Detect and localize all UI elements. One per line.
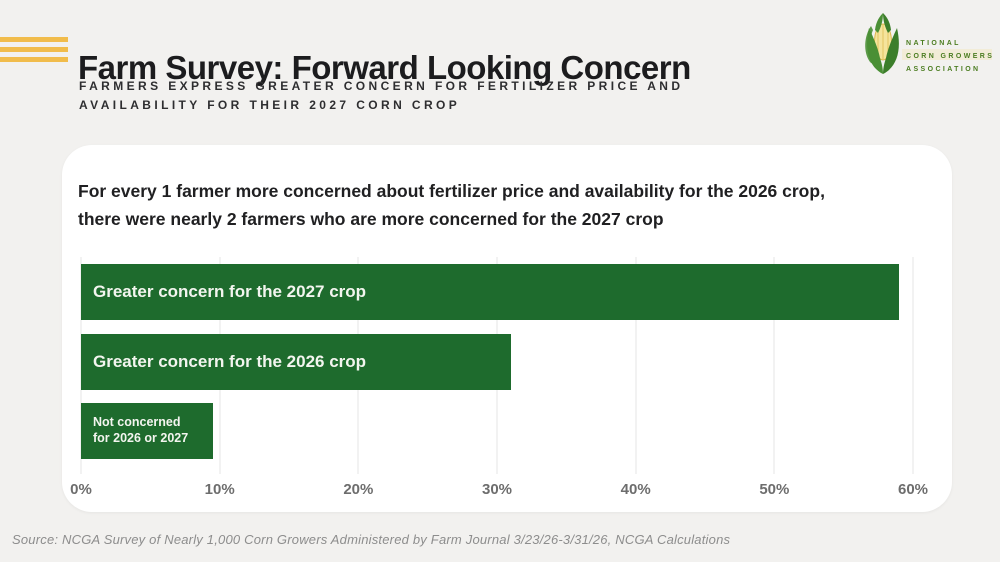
bar-label: Greater concern for the 2027 crop <box>93 282 367 302</box>
gridline <box>912 257 914 474</box>
logo-text-line1: NATIONAL <box>906 40 961 47</box>
gridline <box>773 257 775 474</box>
logo-text-line3: ASSOCIATION <box>906 66 981 73</box>
logo-band <box>902 49 992 60</box>
chart-card: For every 1 farmer more concerned about … <box>62 145 952 512</box>
page-title: Farm Survey: Forward Looking Concern <box>78 49 691 87</box>
x-tick-label: 40% <box>620 481 651 498</box>
gold-stripe <box>0 37 68 42</box>
gridline <box>635 257 637 474</box>
gold-stripe <box>0 57 68 62</box>
page-subtitle: FARMERS EXPRESS GREATER CONCERN FOR FERT… <box>79 79 684 112</box>
bar-label: Greater concern for the 2026 crop <box>93 351 367 371</box>
x-tick-label: 10% <box>204 481 235 498</box>
bar-3: Not concerned for 2026 or 2027 <box>81 403 213 459</box>
x-tick-label: 30% <box>481 481 513 498</box>
source-note: Source: NCGA Survey of Nearly 1,000 Corn… <box>12 532 731 547</box>
chart-caption: For every 1 farmer more concerned about … <box>78 181 825 229</box>
x-tick-label: 0% <box>70 481 92 498</box>
x-tick-label: 50% <box>759 481 790 498</box>
gold-stripes-decoration <box>0 37 68 62</box>
x-tick-label: 20% <box>343 481 374 498</box>
bar-1: Greater concern for the 2027 crop <box>81 264 900 320</box>
plot-area: 0% 10% 20% 30% 40% 50% 60% Greater concern for … <box>70 255 928 498</box>
gold-stripe <box>0 47 68 52</box>
ncga-logo: NATIONAL CORN GROWERS ASSOCIATION <box>865 13 992 74</box>
corn-icon <box>865 13 899 74</box>
x-tick-label: 60% <box>897 481 929 498</box>
bar-label: Not concerned for 2026 or 2027 <box>93 415 189 445</box>
logo-text-line2: CORN GROWERS <box>906 53 992 60</box>
bar-2: Greater concern for the 2026 crop <box>81 333 511 390</box>
